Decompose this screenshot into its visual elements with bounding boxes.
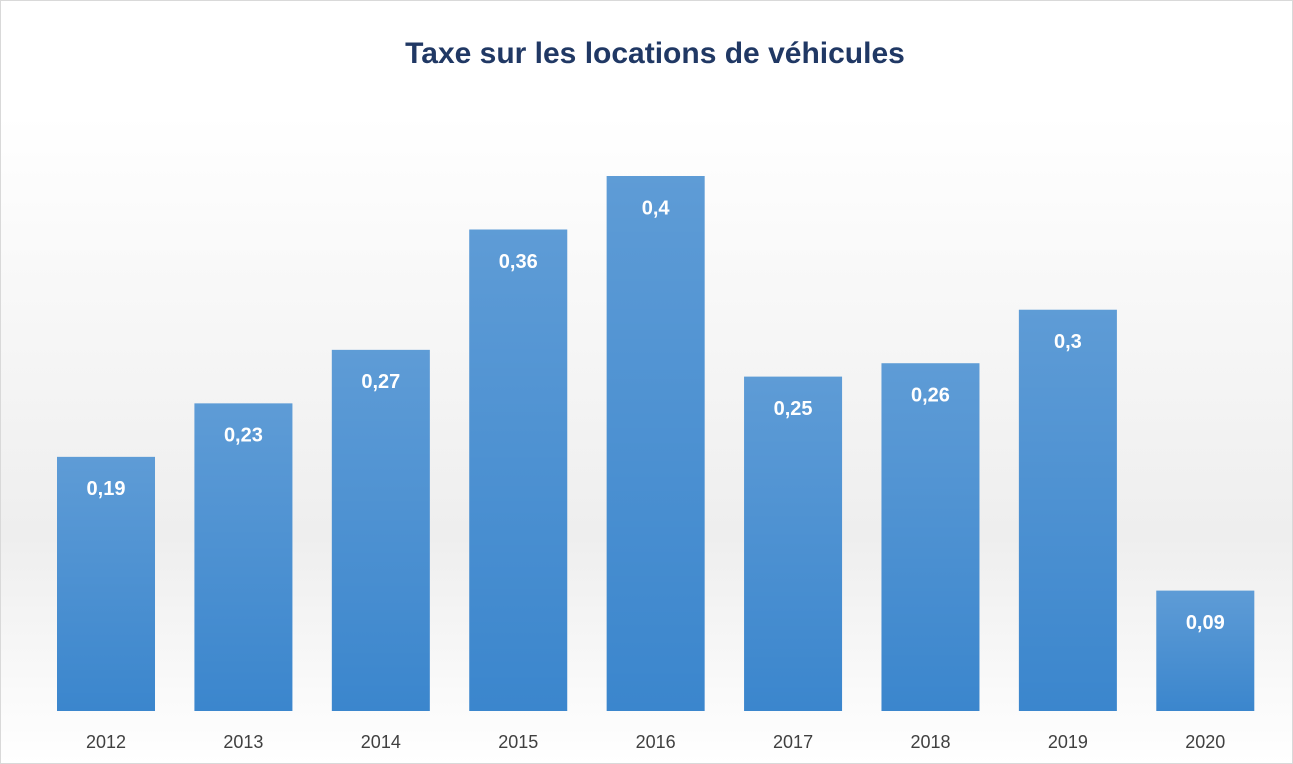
value-label: 0,23 [224,425,263,447]
x-tick-label: 2017 [773,732,813,752]
bar-sheen [331,349,430,711]
x-tick-label: 2013 [223,732,263,752]
x-tick-label: 2012 [86,732,126,752]
bar-sheen [194,403,293,711]
value-label: 0,25 [774,398,813,420]
value-label: 0,3 [1054,331,1082,353]
x-tick-label: 2018 [910,732,950,752]
value-label: 0,26 [911,385,950,407]
value-label: 0,27 [361,371,400,393]
bar-sheen [606,176,705,711]
x-tick-label: 2020 [1185,732,1225,752]
value-label: 0,09 [1186,612,1225,634]
x-tick-label: 2016 [636,732,676,752]
x-tick-label: 2014 [361,732,401,752]
chart-title: Taxe sur les locations de véhicules [405,37,905,70]
bar-sheen [744,376,843,711]
x-tick-label: 2019 [1048,732,1088,752]
bar-sheen [1018,309,1117,711]
bar-sheen [469,229,568,711]
x-tick-label: 2015 [498,732,538,752]
value-label: 0,36 [499,251,538,273]
value-label: 0,4 [642,197,671,219]
bar-sheen [1156,590,1255,711]
value-label: 0,19 [87,478,126,500]
bar-sheen [881,363,980,711]
bar-sheen [57,456,156,711]
